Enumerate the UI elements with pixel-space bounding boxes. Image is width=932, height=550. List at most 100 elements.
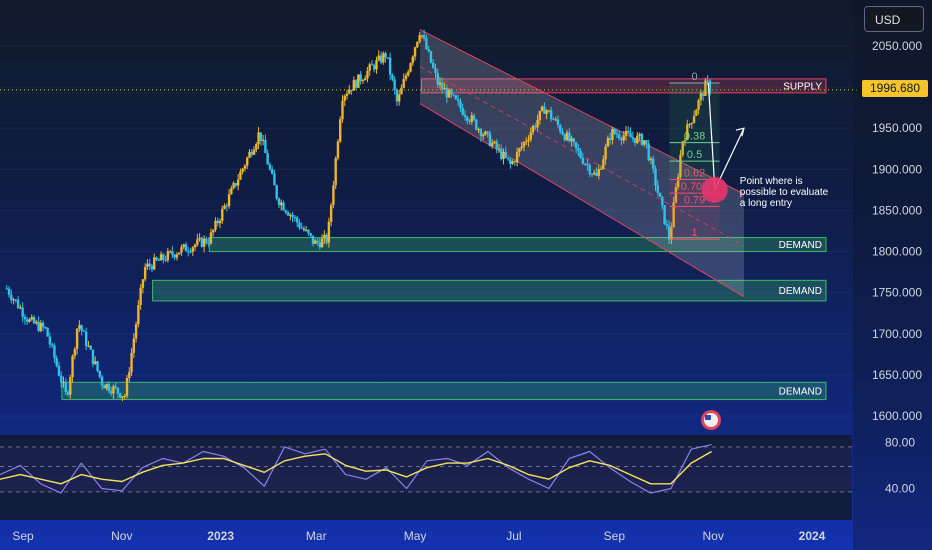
fib-level-label-0: 0 — [691, 71, 697, 83]
candle-body — [66, 391, 70, 395]
candle-body — [234, 183, 238, 186]
y-tick-label-5: 1800.000 — [872, 245, 922, 259]
candle-body — [602, 159, 605, 169]
candle-body — [168, 251, 172, 253]
demand-zone-3[interactable] — [61, 381, 827, 401]
candle-body — [547, 110, 551, 112]
candle-body — [704, 80, 707, 96]
supply-zone-label-0: SUPPLY — [783, 81, 822, 92]
candle-body — [84, 331, 88, 346]
candle-body — [218, 220, 222, 224]
candle-body — [225, 205, 229, 207]
candle-body — [429, 51, 433, 63]
candle-body — [19, 307, 22, 309]
candle-body — [89, 345, 92, 350]
candle-body — [400, 87, 403, 95]
arrow-head-icon — [735, 127, 745, 137]
candle-body — [107, 383, 111, 392]
candle-body — [622, 135, 625, 141]
candle-body — [608, 138, 612, 140]
candle-body — [336, 141, 340, 159]
oscillator-panel — [0, 435, 852, 520]
candle-body — [463, 114, 467, 117]
candle-body — [114, 386, 117, 388]
candle-body — [148, 263, 151, 267]
demand-zone-label-1: DEMAND — [779, 240, 822, 251]
candle-body — [309, 233, 312, 236]
candle-body — [461, 107, 464, 115]
candle-body — [438, 82, 442, 85]
candle-body — [311, 235, 315, 244]
candle-body — [80, 325, 83, 331]
candle-body — [511, 161, 514, 164]
candle-body — [422, 35, 426, 39]
candle-body — [223, 205, 226, 209]
candle-body — [518, 148, 521, 152]
candle-body — [125, 378, 129, 396]
candle-body — [329, 205, 333, 222]
candle-body — [679, 154, 682, 177]
candle-body — [30, 317, 33, 320]
candle-body — [377, 55, 380, 61]
candle-body — [692, 115, 696, 123]
candle-body — [323, 234, 326, 239]
candle-body — [604, 146, 607, 160]
candle-body — [69, 377, 72, 395]
candle-body — [667, 225, 671, 240]
candle-body — [536, 120, 539, 128]
candle-body — [273, 173, 276, 186]
currency-button[interactable]: USD — [864, 6, 924, 32]
candle-body — [618, 134, 621, 139]
osc-tick-label-1: 40.00 — [885, 481, 915, 495]
candle-body — [597, 169, 600, 176]
candle-body — [452, 94, 455, 96]
annotation-text-line-1: possible to evaluate — [740, 187, 829, 198]
entry-point-marker[interactable] — [701, 176, 728, 203]
candle-body — [697, 100, 700, 110]
candle-body — [574, 142, 578, 149]
candle-body — [490, 142, 494, 147]
candle-body — [96, 361, 99, 371]
candle-body — [214, 220, 217, 230]
candle-body — [252, 149, 256, 155]
candle-body — [545, 110, 548, 114]
candle-body — [477, 129, 480, 131]
supply-zone-0[interactable] — [421, 78, 827, 94]
candle-body — [395, 89, 399, 102]
candle-body — [139, 287, 142, 306]
candle-body — [32, 317, 36, 324]
candle-body — [531, 125, 535, 133]
candle-body — [345, 93, 349, 96]
candle-body — [103, 385, 106, 389]
candle-body — [352, 80, 356, 91]
candle-body — [409, 63, 412, 72]
candle-body — [418, 35, 421, 42]
candle-body — [116, 387, 120, 394]
oscillator-band-fill — [0, 446, 852, 492]
channel-upper-line — [419, 29, 745, 195]
candle-body — [48, 336, 52, 345]
oscillator-line — [0, 444, 712, 494]
candle-body — [209, 232, 213, 244]
candle-body — [565, 132, 569, 141]
candle-body — [250, 151, 253, 155]
candle-body — [534, 125, 537, 128]
candle-body — [266, 153, 269, 165]
current-price-tag: 1996.680 — [862, 80, 928, 97]
demand-zone-2[interactable] — [152, 279, 827, 302]
candle-body — [647, 143, 650, 161]
candle-body — [307, 229, 310, 234]
candle-body — [243, 165, 247, 169]
candle-body — [404, 75, 408, 80]
candle-body — [334, 158, 337, 186]
candle-body — [570, 138, 573, 142]
candle-body — [196, 239, 199, 245]
candle-body — [633, 138, 637, 144]
channel-mid-line — [419, 66, 745, 246]
candle-body — [264, 139, 267, 154]
candle-body — [642, 140, 646, 145]
candle-body — [472, 115, 476, 120]
candle-body — [146, 263, 149, 268]
candle-body — [577, 148, 580, 152]
